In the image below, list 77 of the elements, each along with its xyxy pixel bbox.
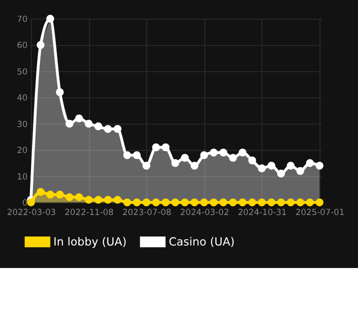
x-tick-label: 2025-07-01 xyxy=(296,207,344,218)
y-tick-label: 60 xyxy=(16,40,28,50)
point xyxy=(219,198,228,206)
point xyxy=(190,198,198,206)
point xyxy=(219,148,228,156)
point xyxy=(268,162,276,170)
point xyxy=(296,198,304,206)
point xyxy=(258,164,266,172)
y-tick-label: 50 xyxy=(16,66,28,76)
point xyxy=(306,198,314,206)
x-tick-label: 2024-10-31 xyxy=(238,207,287,218)
x-tick-label: 2023-07-08 xyxy=(122,207,172,218)
point xyxy=(36,188,45,196)
point xyxy=(171,159,180,167)
point xyxy=(84,196,93,204)
y-tick-label: 20 xyxy=(16,145,28,156)
point xyxy=(94,122,102,130)
legend-label: Casino (UA) xyxy=(168,236,235,249)
point xyxy=(75,114,83,122)
y-tick-label: 10 xyxy=(16,171,28,182)
point xyxy=(200,151,208,160)
point xyxy=(36,41,45,49)
point xyxy=(104,196,112,204)
y-tick-label: 40 xyxy=(16,92,28,103)
point xyxy=(94,196,102,204)
point xyxy=(248,198,256,206)
point xyxy=(277,198,285,206)
point xyxy=(210,198,218,206)
point xyxy=(229,198,237,206)
x-tick-label: 2024-03-02 xyxy=(180,207,230,218)
point xyxy=(66,120,74,128)
point xyxy=(27,198,35,206)
point xyxy=(142,198,150,206)
point xyxy=(277,170,285,178)
point xyxy=(66,193,74,202)
legend-label: In lobby (UA) xyxy=(53,236,127,249)
point xyxy=(286,198,295,206)
point xyxy=(162,143,170,152)
point xyxy=(46,190,54,198)
point xyxy=(190,162,198,170)
point xyxy=(316,162,324,170)
point xyxy=(296,167,304,175)
point xyxy=(238,148,246,156)
point xyxy=(75,193,83,202)
x-tick-label: 2022-11-08 xyxy=(64,207,114,218)
point xyxy=(210,148,218,156)
point xyxy=(180,154,189,162)
point xyxy=(104,125,112,133)
point xyxy=(142,162,150,170)
point xyxy=(152,198,160,206)
point xyxy=(56,88,64,96)
point xyxy=(132,151,141,160)
y-tick-label: 30 xyxy=(16,118,28,129)
point xyxy=(268,198,276,206)
point xyxy=(286,162,295,170)
y-tick-label: 70 xyxy=(16,14,28,24)
point xyxy=(238,198,246,206)
point xyxy=(114,196,122,204)
point xyxy=(132,198,141,206)
point xyxy=(229,154,237,162)
point xyxy=(248,156,256,164)
point xyxy=(84,120,93,128)
point xyxy=(152,143,160,152)
point xyxy=(316,198,324,206)
point xyxy=(171,198,180,206)
point xyxy=(56,190,64,198)
y-tick-label: 0 xyxy=(22,198,28,208)
point xyxy=(123,198,132,206)
point xyxy=(46,14,54,23)
point xyxy=(123,151,132,160)
point xyxy=(162,198,170,206)
point xyxy=(306,159,314,167)
point xyxy=(258,198,266,206)
x-tick-label: 2022-03-03 xyxy=(6,207,56,218)
point xyxy=(200,198,208,206)
point xyxy=(180,198,189,206)
point xyxy=(114,125,122,133)
